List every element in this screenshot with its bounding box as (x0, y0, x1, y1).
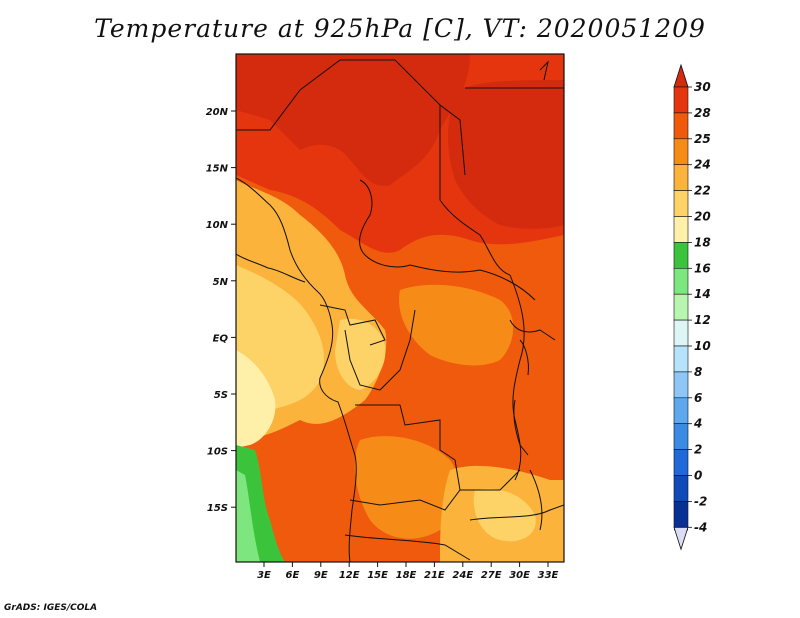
colorbar-label: 10 (694, 339, 711, 353)
credit-label: GrADS: IGES/COLA (4, 603, 98, 613)
lat-tick-label: EQ (213, 333, 229, 344)
lat-tick-label: 20N (206, 107, 229, 118)
lat-tick-label: 10N (206, 220, 229, 231)
colorbar-swatch (673, 138, 689, 166)
lon-tick-label: 9E (314, 570, 328, 581)
colorbar-swatch (673, 293, 689, 321)
border-car (409, 264, 536, 301)
lat-tick-label: 5S (214, 390, 228, 401)
colorbar-label: 8 (694, 365, 702, 379)
lon-tick-label: 24E (452, 570, 473, 581)
colorbar-swatch (673, 267, 689, 295)
field-above-30-ne (448, 80, 564, 229)
colorbar-swatch (673, 423, 689, 450)
lon-tick-label: 21E (424, 570, 445, 581)
map-frame (235, 53, 565, 563)
colorbar-label: 16 (694, 261, 711, 275)
colorbar-swatch (673, 164, 689, 191)
lon-tick-label: 27E (481, 570, 502, 581)
border-cameroon-gabon (319, 304, 386, 346)
colorbar-top-arrow (673, 63, 689, 88)
colorbar-swatch (673, 242, 689, 269)
colorbar-swatch (673, 216, 689, 243)
border-congo (344, 309, 416, 391)
field-20-22-southeast (473, 488, 536, 542)
colorbar-swatch (673, 371, 689, 399)
latitude-axis: 20N 15N 10N 5N EQ 5S 10S 15S (206, 107, 236, 514)
colorbar-swatch (673, 475, 689, 502)
border-gulf (236, 253, 306, 283)
colorbar-label: 2 (694, 443, 702, 457)
colorbar-swatch (673, 449, 689, 476)
colorbar-bottom-arrow (673, 526, 689, 551)
colorbar-label: 28 (694, 106, 711, 120)
colorbar-label: 18 (694, 235, 711, 249)
border-zambia-zimbabwe (469, 504, 564, 521)
border-chad-sudan (439, 105, 511, 276)
lake-malawi-outline (529, 469, 543, 531)
field-24-25-zambia (354, 436, 459, 539)
lake-victoria-outline (509, 319, 556, 376)
lat-tick-label: 10S (207, 447, 228, 458)
colorbar-label: 14 (694, 287, 711, 301)
colorbar-label: 22 (694, 184, 711, 198)
lon-tick-label: 33E (538, 570, 559, 581)
field-14-16-southwest (236, 470, 260, 562)
lake-tanganyika-outline (513, 399, 529, 456)
colorbar-label: 24 (694, 158, 711, 172)
lat-tick-label: 5N (213, 277, 229, 288)
colorbar-label: 12 (694, 313, 711, 327)
border-angola-drc (355, 404, 461, 491)
colorbar-swatch (673, 397, 689, 424)
colorbar-label: -4 (694, 520, 707, 534)
field-20-22-congo (335, 318, 386, 390)
border-algeria-niger (299, 59, 380, 91)
colorbar-swatch (673, 190, 689, 217)
longitude-axis: 3E 6E 9E 12E 15E 18E 21E 24E 27E 30E 33E (257, 562, 559, 581)
border-mali (236, 89, 301, 131)
colorbar-label: 25 (694, 132, 711, 146)
colorbar-swatch (673, 112, 689, 140)
lon-tick-label: 6E (286, 570, 300, 581)
colorbar-label: 20 (694, 210, 711, 224)
colorbar-label: 30 (694, 80, 711, 94)
colorbar-label: 4 (693, 417, 702, 431)
colorbar-swatch (673, 319, 689, 347)
temperature-field (236, 54, 564, 562)
border-chad-nigeria (359, 179, 411, 268)
border-drc-east (509, 274, 525, 481)
lat-tick-label: 15N (206, 164, 229, 175)
field-18-20-coast (236, 350, 276, 448)
lon-tick-label: 15E (367, 570, 388, 581)
field-24-25-basin (399, 284, 514, 366)
colorbar-swatch (673, 501, 689, 528)
lon-tick-label: 30E (509, 570, 530, 581)
country-boundaries (236, 59, 564, 562)
border-angola-zambia (349, 469, 521, 511)
lon-tick-label: 3E (257, 570, 271, 581)
field-25-28-angola (265, 425, 350, 545)
coastline (236, 177, 357, 562)
lon-tick-label: 18E (396, 570, 417, 581)
colorbar-swatch (673, 345, 689, 373)
lat-tick-label: 15S (207, 503, 228, 514)
colorbar-label: -2 (694, 494, 707, 508)
river-nile-outline (539, 60, 549, 81)
colorbar-label: 6 (694, 391, 702, 405)
colorbar-label: 0 (694, 469, 702, 483)
map-title: Temperature at 925hPa [C], VT: 202005120… (94, 14, 706, 43)
field-above-30-nw (236, 54, 470, 186)
colorbar-swatch (673, 86, 689, 114)
border-namibia (344, 534, 471, 561)
lon-tick-label: 12E (339, 570, 360, 581)
